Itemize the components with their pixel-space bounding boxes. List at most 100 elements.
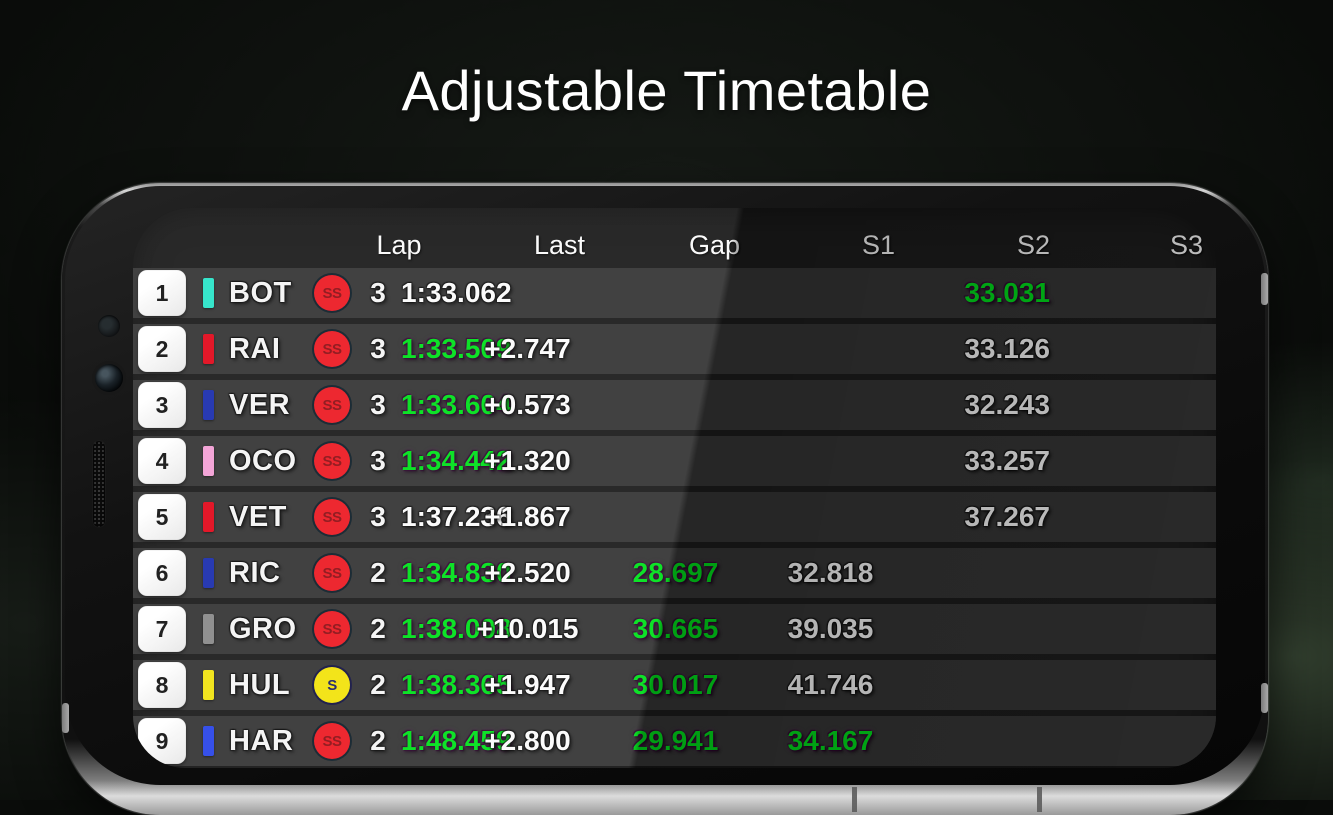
antenna-band: [1261, 273, 1268, 305]
rows: 1 BOT SS 3 1:33.062 33.031 2 RAI SS 3 1:33.509 +2.7…: [133, 268, 1216, 766]
tire-compound-icon: SS: [314, 611, 350, 647]
gap-time: +2.747: [484, 333, 571, 364]
position-badge: 1: [138, 270, 186, 316]
sector2-time: 34.167: [787, 725, 874, 756]
sector3-time: 33.126: [964, 333, 1050, 364]
table-row[interactable]: 4 OCO SS 3 1:34.442 +1.320 33.257: [133, 436, 1216, 486]
driver-code: RIC: [229, 556, 281, 589]
tire-compound-icon: S: [314, 667, 350, 703]
last-time: 1:38.008: [401, 613, 512, 644]
header-gap: Gap: [688, 230, 740, 260]
sector1-time: 30.017: [632, 669, 719, 700]
header-s1: S1: [861, 230, 895, 260]
team-color-bar: [202, 670, 214, 700]
position-badge: 2: [138, 326, 186, 372]
position-badge: 3: [138, 382, 186, 428]
table-row[interactable]: 3 VER SS 3 1:33.604 +0.573 32.243: [133, 380, 1216, 430]
driver-code: VER: [229, 388, 291, 421]
driver-code: VET: [229, 500, 287, 533]
antenna-band: [1261, 683, 1268, 713]
gap-time: +1.867: [484, 501, 571, 532]
last-time: 1:48.459: [401, 725, 512, 756]
gap-time: +2.520: [484, 557, 571, 588]
sector2-time: 32.818: [787, 557, 874, 588]
tire-compound-icon: SS: [314, 387, 350, 423]
team-color-bar: [202, 334, 214, 364]
proximity-sensor-icon: [98, 315, 120, 337]
lap-count: 3: [370, 277, 386, 308]
driver-code: GRO: [229, 612, 297, 645]
table-header-row: Lap Last Gap S1 S2 S3: [133, 208, 1216, 268]
table-row[interactable]: 7 GRO SS 2 1:38.008 +10.015 30.665 39.035: [133, 604, 1216, 654]
team-color-bar: [202, 502, 214, 532]
header-lap: Lap: [376, 230, 422, 260]
sector3-time: 32.243: [964, 389, 1050, 420]
sector3-time: 33.031: [964, 277, 1050, 308]
header-s3: S3: [1169, 230, 1203, 260]
position-badge: 5: [138, 494, 186, 540]
tire-compound-icon: SS: [314, 331, 350, 367]
last-time: 1:33.604: [401, 389, 512, 420]
position-badge: 4: [138, 438, 186, 484]
header-s2: S2: [1016, 230, 1050, 260]
lap-count: 3: [370, 445, 386, 476]
team-color-bar: [202, 726, 214, 756]
lap-count: 2: [370, 669, 386, 700]
team-color-bar: [202, 390, 214, 420]
team-color-bar: [202, 614, 214, 644]
gap-time: +1.947: [484, 669, 571, 700]
front-camera-icon: [95, 364, 123, 392]
table-row[interactable]: 8 HUL S 2 1:38.365 +1.947 30.017 41.746: [133, 660, 1216, 710]
lap-count: 2: [370, 613, 386, 644]
tire-compound-icon: SS: [314, 499, 350, 535]
last-time: 1:33.509: [401, 333, 512, 364]
header-last: Last: [533, 230, 585, 260]
table-row[interactable]: 5 VET SS 3 1:37.236 +1.867 37.267: [133, 492, 1216, 542]
lap-count: 3: [370, 501, 386, 532]
sector3-time: 37.267: [964, 501, 1050, 532]
tire-compound-icon: SS: [314, 723, 350, 759]
last-time: 1:37.236: [401, 501, 512, 532]
driver-code: BOT: [229, 276, 292, 309]
sector3-time: 33.257: [964, 445, 1050, 476]
gap-time: +10.015: [476, 613, 579, 644]
lap-count: 3: [370, 333, 386, 364]
last-time: 1:34.442: [401, 445, 512, 476]
table-row[interactable]: 6 RIC SS 2 1:34.830 +2.520 28.697 32.818: [133, 548, 1216, 598]
timing-screen: Lap Last Gap S1 S2 S3 1 BOT SS 3 1:33.062 33.…: [133, 208, 1216, 768]
last-time: 1:33.062: [401, 277, 512, 308]
tire-compound-icon: SS: [314, 443, 350, 479]
lap-count: 3: [370, 389, 386, 420]
team-color-bar: [202, 558, 214, 588]
driver-code: OCO: [229, 444, 297, 477]
position-badge: 8: [138, 662, 186, 708]
tire-compound-icon: SS: [314, 275, 350, 311]
position-badge: 6: [138, 550, 186, 596]
sector1-time: 30.665: [632, 613, 719, 644]
team-color-bar: [202, 446, 214, 476]
sector2-time: 41.746: [787, 669, 874, 700]
sector1-time: 29.941: [632, 725, 719, 756]
last-time: 1:38.365: [401, 669, 512, 700]
position-badge: 7: [138, 606, 186, 652]
earpiece-speaker-icon: [93, 441, 105, 527]
driver-code: HAR: [229, 724, 294, 757]
table-row[interactable]: 2 RAI SS 3 1:33.509 +2.747 33.126: [133, 324, 1216, 374]
gap-time: +2.800: [484, 725, 571, 756]
tire-compound-icon: SS: [314, 555, 350, 591]
lap-count: 2: [370, 725, 386, 756]
phone-frame: Lap Last Gap S1 S2 S3 1 BOT SS 3 1:33.062 33.…: [62, 183, 1268, 815]
driver-code: RAI: [229, 332, 281, 365]
table-row[interactable]: 1 BOT SS 3 1:33.062 33.031: [133, 268, 1216, 318]
team-color-bar: [202, 278, 214, 308]
gap-time: +0.573: [484, 389, 571, 420]
lap-count: 2: [370, 557, 386, 588]
last-time: 1:34.830: [401, 557, 512, 588]
antenna-band: [62, 703, 69, 733]
table-row[interactable]: 9 HAR SS 2 1:48.459 +2.800 29.941 34.167: [133, 716, 1216, 766]
driver-code: HUL: [229, 668, 291, 701]
sector2-time: 39.035: [787, 613, 874, 644]
page-title: Adjustable Timetable: [401, 59, 932, 122]
gap-time: +1.320: [484, 445, 571, 476]
